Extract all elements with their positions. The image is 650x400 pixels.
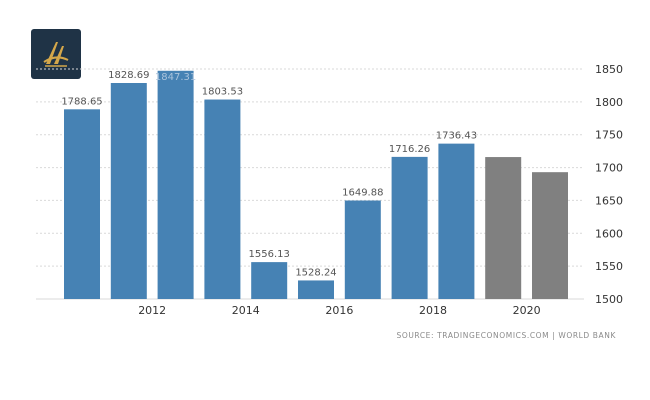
data-label: 1803.53 [202, 87, 243, 98]
bar [298, 280, 334, 299]
y-tick-label: 1850 [595, 63, 623, 76]
y-tick-label: 1750 [595, 129, 623, 142]
data-label: 1736.43 [436, 131, 477, 142]
bar [110, 83, 147, 299]
data-label: 1716.26 [389, 144, 430, 155]
bar [438, 143, 475, 299]
data-label: 1828.69 [108, 70, 149, 81]
y-tick-label: 1800 [595, 96, 623, 109]
x-tick-label: 2018 [419, 304, 447, 317]
bar [251, 262, 288, 299]
y-tick-label: 1500 [595, 293, 623, 306]
data-label: 1788.65 [61, 96, 102, 107]
y-tick-label: 1600 [595, 227, 623, 240]
bar [157, 70, 194, 299]
bar [391, 156, 428, 299]
data-label: 1528.24 [295, 267, 336, 278]
data-label: 1649.88 [342, 188, 383, 199]
y-tick-label: 1650 [595, 194, 623, 207]
x-tick-label: 2014 [232, 304, 260, 317]
bar [204, 99, 241, 299]
bar [532, 172, 568, 299]
bar [485, 157, 522, 299]
logo-emblem-icon [43, 42, 69, 67]
x-tick-label: 2016 [325, 304, 353, 317]
trading-economics-logo-icon [31, 29, 81, 79]
y-tick-label: 1700 [595, 162, 623, 175]
x-tick-label: 2012 [138, 304, 166, 317]
x-tick-label: 2020 [513, 304, 541, 317]
y-tick-label: 1550 [595, 260, 623, 273]
source-note: SOURCE: TRADINGECONOMICS.COM | WORLD BAN… [396, 331, 616, 340]
bar [344, 200, 381, 299]
data-label: 1847.31 [155, 72, 196, 83]
data-label: 1556.13 [249, 249, 290, 260]
bar [64, 109, 100, 300]
